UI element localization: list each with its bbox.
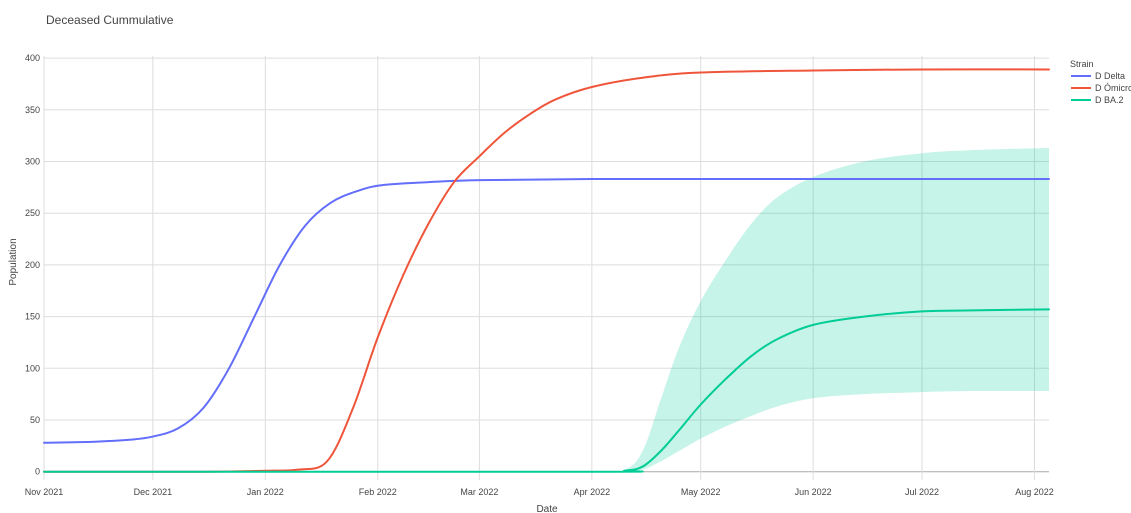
x-tick-label: Apr 2022 [574, 487, 611, 497]
y-tick-label: 100 [25, 363, 40, 373]
series-lines [43, 68, 1050, 473]
x-axis: Nov 2021 Dec 2021 Jan 2022 Feb 2022 Mar 2022… [25, 487, 1054, 497]
series-line [43, 177, 1050, 444]
confidence-bands [44, 148, 1049, 472]
legend-label: D Delta [1095, 71, 1125, 81]
y-axis-title: Population [8, 238, 19, 285]
y-tick-label: 200 [25, 260, 40, 270]
legend-title: Strain [1070, 59, 1094, 69]
y-tick-label: 300 [25, 156, 40, 166]
grid [43, 56, 1049, 480]
legend[interactable]: Strain D Delta D Ómicron D BA.2 [1070, 59, 1131, 105]
y-tick-label: 350 [25, 105, 40, 115]
x-tick-label: Mar 2022 [460, 487, 498, 497]
series-line [43, 308, 1050, 473]
x-tick-label: May 2022 [681, 487, 721, 497]
x-tick-label: Feb 2022 [359, 487, 397, 497]
x-tick-label: Jul 2022 [905, 487, 939, 497]
x-tick-label: Aug 2022 [1015, 487, 1054, 497]
y-tick-label: 250 [25, 208, 40, 218]
legend-item[interactable]: D Delta [1071, 71, 1125, 81]
chart-title: Deceased Cummulative [46, 13, 174, 27]
series-line [43, 68, 1050, 473]
legend-item[interactable]: D Ómicron [1071, 83, 1131, 93]
y-tick-label: 150 [25, 312, 40, 322]
x-tick-label: Dec 2021 [134, 487, 173, 497]
x-axis-title: Date [536, 504, 558, 513]
y-axis: 0 50 100 150 200 250 300 350 400 [25, 53, 40, 477]
y-tick-label: 400 [25, 53, 40, 63]
x-tick-label: Nov 2021 [25, 487, 64, 497]
y-tick-label: 0 [35, 467, 40, 477]
legend-item[interactable]: D BA.2 [1071, 95, 1124, 105]
legend-label: D BA.2 [1095, 95, 1124, 105]
y-tick-label: 50 [30, 415, 40, 425]
x-tick-label: Jun 2022 [795, 487, 832, 497]
legend-label: D Ómicron [1095, 83, 1131, 93]
x-tick-label: Jan 2022 [247, 487, 284, 497]
confidence-band [44, 148, 1049, 472]
